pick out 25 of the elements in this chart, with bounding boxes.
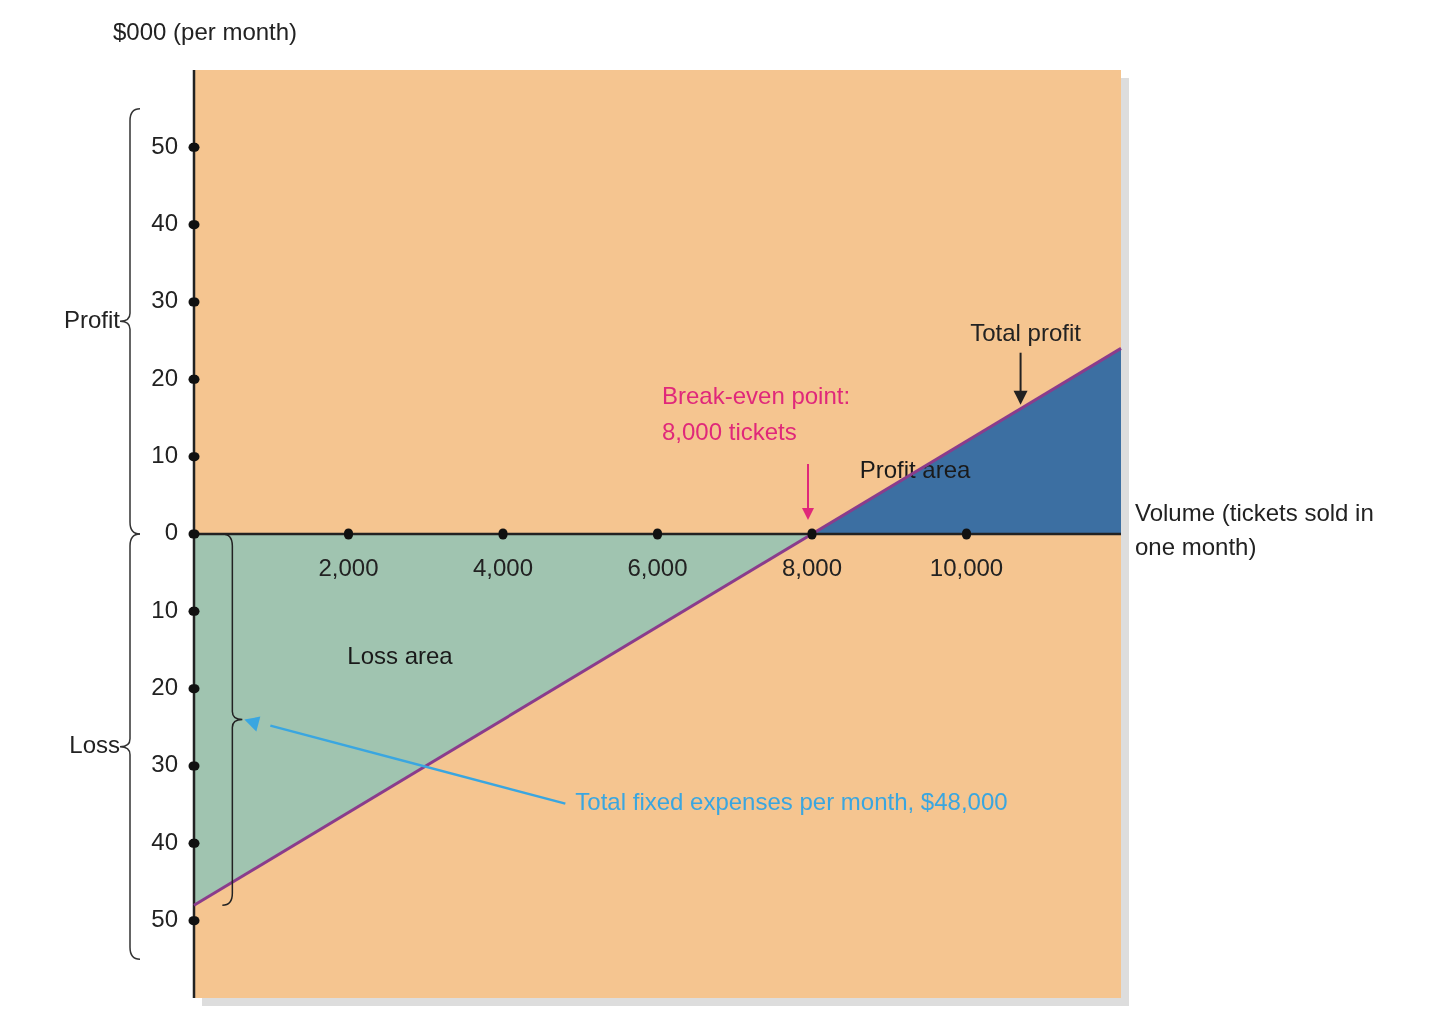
- y-tick-label: 40: [151, 209, 178, 237]
- series-label: Loss area: [347, 642, 454, 670]
- y-tick-label: 30: [151, 286, 178, 314]
- text: Loss: [69, 731, 120, 759]
- y-tick-label: 10: [151, 441, 178, 469]
- y-tick-label: 50: [151, 131, 178, 159]
- annotation: Total fixed expenses per month, $48,000: [575, 787, 1008, 815]
- y-tick-label: 50: [151, 905, 178, 933]
- y-tick-label: 20: [151, 673, 178, 701]
- y-axis-title: $000 (per month): [113, 18, 298, 45]
- y-tick-label: 30: [151, 750, 178, 778]
- x-tick-label: 4,000: [472, 554, 534, 581]
- annotation: Break-even point: 8,000 tickets: [662, 382, 851, 445]
- x-tick-label: 6,000: [627, 554, 688, 581]
- y-tick-label: 40: [151, 827, 178, 855]
- x-tick-label: 10,000: [929, 554, 1004, 581]
- y-tick-label: 20: [151, 363, 178, 391]
- x-axis-title: Volume (tickets sold in one month): [1135, 498, 1375, 562]
- x-tick-label: 8,000: [781, 554, 843, 581]
- series-label: Profit area: [859, 456, 972, 484]
- y-tick-label: 10: [151, 595, 178, 623]
- annotation: Total profit: [970, 318, 1082, 346]
- y-tick-label: 0: [164, 518, 178, 546]
- x-tick-label: 2,000: [318, 554, 379, 581]
- text: Profit: [63, 305, 121, 333]
